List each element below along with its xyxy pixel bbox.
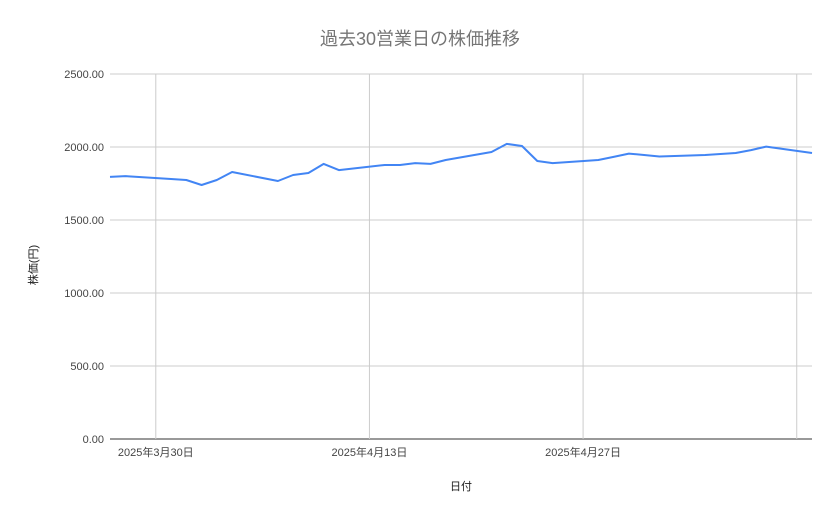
y-tick-label: 2500.00 <box>64 69 104 81</box>
y-tick-label: 1000.00 <box>64 288 104 300</box>
y-tick-label: 500.00 <box>70 361 104 373</box>
y-tick-label: 1500.00 <box>64 215 104 227</box>
x-tick-label: 2025年3月30日 <box>118 445 194 459</box>
gridlines <box>110 73 812 440</box>
y-axis-ticks: 0.00 500.00 1000.00 1500.00 2000.00 2500.00 <box>64 69 104 446</box>
x-axis-ticks: 2025年3月30日 2025年4月13日 2025年4月27日 <box>118 445 621 459</box>
x-tick-label: 2025年4月13日 <box>332 445 408 459</box>
series <box>109 142 813 186</box>
y-tick-label: 0.00 <box>83 434 104 446</box>
series-line <box>109 142 813 186</box>
chart-title: 過去30営業日の株価推移 <box>320 29 520 49</box>
y-tick-label: 2000.00 <box>64 142 104 154</box>
x-tick-label: 2025年4月27日 <box>545 445 621 459</box>
x-axis-title: 日付 <box>450 480 472 493</box>
y-axis-title: 株価(円) <box>26 245 40 285</box>
